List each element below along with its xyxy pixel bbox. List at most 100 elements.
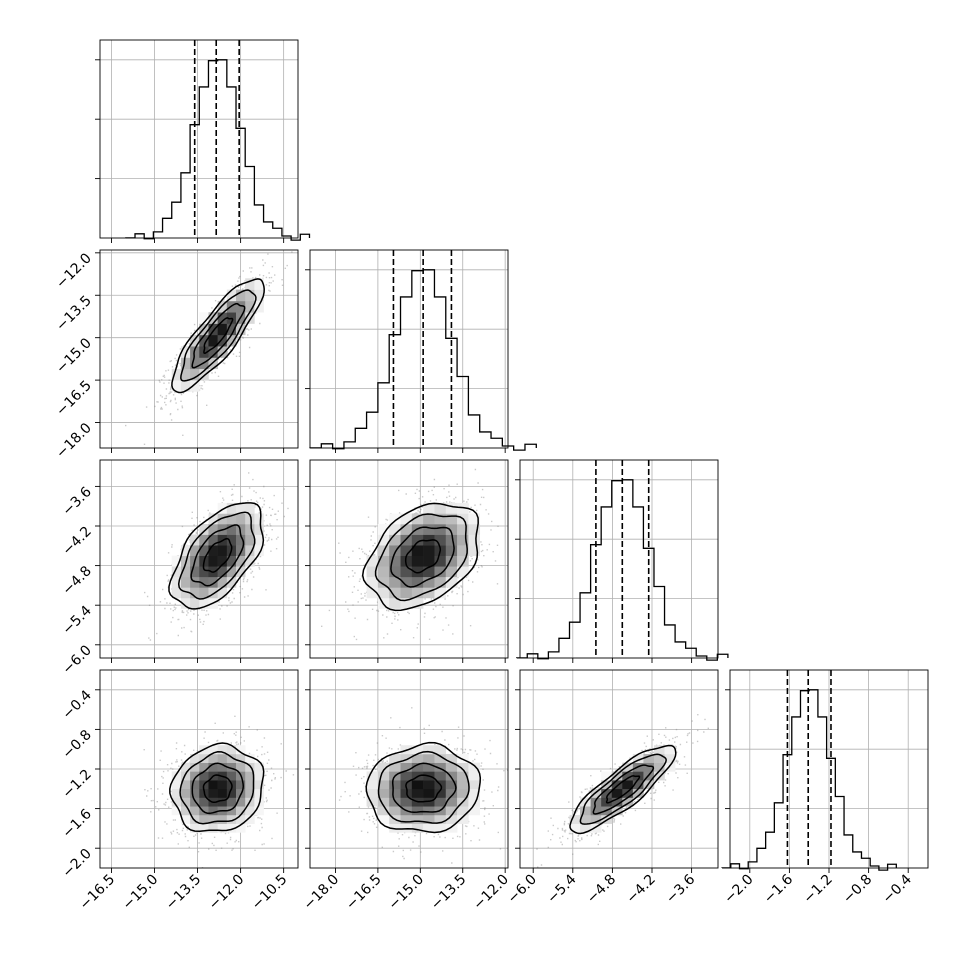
contour-line xyxy=(190,524,245,587)
density-cell xyxy=(245,534,255,546)
density-cell xyxy=(569,823,581,833)
x-tick-label: −16.5 xyxy=(343,872,385,914)
density-cell xyxy=(190,597,200,609)
density-cell xyxy=(445,823,458,833)
density-cell xyxy=(400,753,413,763)
density-cell xyxy=(190,823,200,833)
density-cell xyxy=(434,797,447,807)
density-cell xyxy=(457,762,469,772)
density-cell xyxy=(611,797,623,807)
density-cell xyxy=(423,524,435,535)
y-tick-label: −1.6 xyxy=(59,806,94,841)
x-tick-label: −15.0 xyxy=(120,872,162,914)
density-cell xyxy=(217,762,228,772)
density-cell xyxy=(632,753,644,763)
density-cell xyxy=(171,788,182,798)
density-cell xyxy=(217,566,228,578)
density-cell xyxy=(236,300,246,313)
panel-frame xyxy=(99,459,299,659)
contour-line xyxy=(191,303,246,369)
density-cell xyxy=(434,788,447,798)
scatter-panel-1-0 xyxy=(95,249,299,453)
density-cell xyxy=(457,566,469,578)
density-cell xyxy=(445,566,458,578)
density-cell xyxy=(400,597,413,609)
density-cell xyxy=(208,587,218,599)
density-cell xyxy=(468,534,481,546)
contour-line xyxy=(180,289,257,382)
density-cell xyxy=(217,780,228,790)
x-tick-label: −1.2 xyxy=(800,872,835,907)
density-cell xyxy=(217,555,228,567)
density-cell xyxy=(190,753,200,763)
density-cell xyxy=(389,780,401,790)
density-cell xyxy=(411,823,424,833)
density-cell xyxy=(180,780,191,790)
density-cell xyxy=(217,323,228,336)
density-cell xyxy=(245,806,255,816)
density-cell xyxy=(377,806,390,816)
density-cell xyxy=(236,289,246,302)
density-cell xyxy=(389,513,401,525)
density-cell xyxy=(423,555,435,567)
density-cell xyxy=(171,380,182,392)
density-cell xyxy=(208,788,218,798)
density-cell xyxy=(580,806,591,816)
density-cell xyxy=(445,576,458,588)
density-cell xyxy=(199,545,209,556)
density-cell xyxy=(580,814,591,824)
density-cell xyxy=(457,524,469,535)
density-cell xyxy=(389,534,401,546)
density-cell xyxy=(190,797,200,807)
density-cell xyxy=(445,502,458,514)
density-cell xyxy=(236,502,246,514)
density-cell xyxy=(400,566,413,578)
density-cell xyxy=(180,576,191,588)
density-cell xyxy=(366,797,379,807)
density-cell xyxy=(653,762,665,772)
density-cell xyxy=(445,513,458,525)
density-cell xyxy=(245,300,255,313)
density-cell xyxy=(423,566,435,578)
density-cell xyxy=(199,576,209,588)
density-cell xyxy=(411,576,424,588)
density-cell xyxy=(254,780,264,790)
density-cell xyxy=(601,771,613,781)
density-cell xyxy=(245,788,255,798)
density-cell xyxy=(245,780,255,790)
density-cell xyxy=(423,587,435,599)
density-cell xyxy=(423,753,435,763)
x-tick-label: −18.0 xyxy=(301,872,343,914)
contour-line xyxy=(391,762,457,813)
density-cell xyxy=(457,780,469,790)
x-tick-label: −2.0 xyxy=(721,872,756,907)
density-cell xyxy=(622,762,634,772)
y-tick-label: −4.8 xyxy=(59,563,94,598)
density-cell xyxy=(171,566,182,578)
density-cell xyxy=(653,745,665,755)
contour-line xyxy=(404,539,442,574)
density-cell xyxy=(180,380,191,392)
density-cell xyxy=(208,346,218,358)
density-cell xyxy=(217,753,228,763)
density-cell xyxy=(622,771,634,781)
density-cell xyxy=(171,771,182,781)
density-cell xyxy=(457,788,469,798)
density-cell xyxy=(217,788,228,798)
x-tick-label: −16.5 xyxy=(77,872,119,914)
density-cell xyxy=(199,597,209,609)
density-cell xyxy=(377,771,390,781)
density-cell xyxy=(434,753,447,763)
density-cell xyxy=(245,278,255,290)
density-cell xyxy=(171,555,182,567)
y-tick-label: −12.0 xyxy=(53,250,95,292)
density-cell xyxy=(236,566,246,578)
density-cell xyxy=(423,788,435,798)
x-tick-label: −15.0 xyxy=(385,872,427,914)
density-cell xyxy=(400,587,413,599)
density-cell xyxy=(180,814,191,824)
density-cell xyxy=(411,753,424,763)
density-cell xyxy=(389,597,401,609)
density-cell xyxy=(217,814,228,824)
density-cell xyxy=(377,797,390,807)
